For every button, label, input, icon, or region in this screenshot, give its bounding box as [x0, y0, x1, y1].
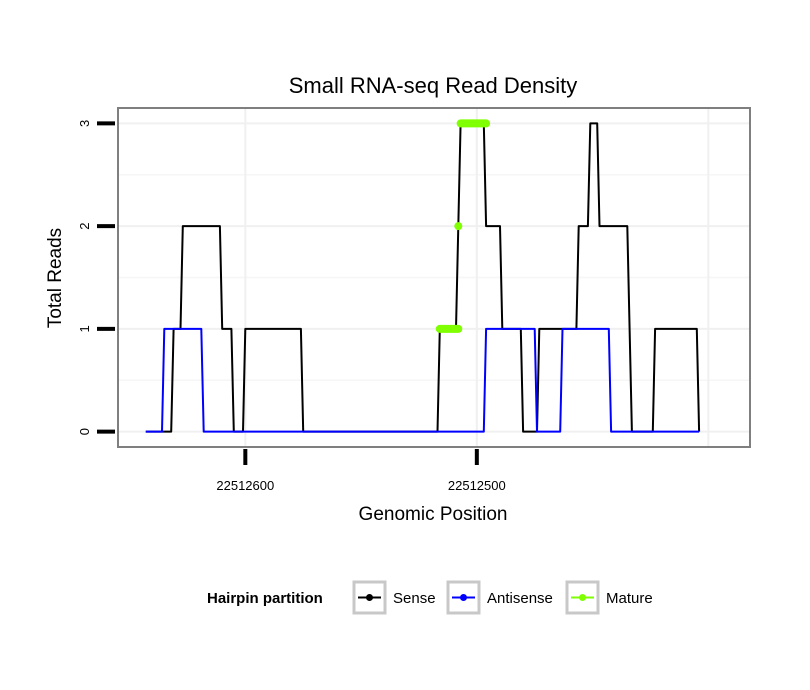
y-tick-label: 3 [77, 120, 92, 127]
plot-panel-border [117, 107, 751, 448]
series-line-sense [145, 122, 701, 433]
legend-key-point [579, 594, 586, 601]
legend-label: Sense [393, 590, 436, 607]
y-tick-label: 0 [77, 428, 92, 435]
x-axis: 22512600 22512500 [216, 449, 506, 493]
y-tick-label: 1 [77, 325, 92, 332]
legend-title: Hairpin partition [207, 590, 323, 607]
x-tick-label: 22512500 [448, 478, 506, 493]
legend-label: Mature [606, 590, 653, 607]
y-axis: 0 1 2 3 [77, 120, 115, 435]
data-series [145, 119, 701, 433]
legend-label: Antisense [487, 590, 553, 607]
legend: Hairpin partition Sense Antisense Mature [207, 580, 653, 615]
x-axis-title: Genomic Position [359, 504, 508, 525]
y-axis-title: Total Reads [45, 228, 66, 328]
legend-key-point [460, 594, 467, 601]
grid-lines [118, 108, 750, 447]
chart-title: Small RNA-seq Read Density [289, 73, 578, 98]
y-tick-label: 2 [77, 223, 92, 230]
legend-key-point [366, 594, 373, 601]
series-line-antisense [145, 327, 700, 433]
x-tick-label: 22512600 [216, 478, 274, 493]
